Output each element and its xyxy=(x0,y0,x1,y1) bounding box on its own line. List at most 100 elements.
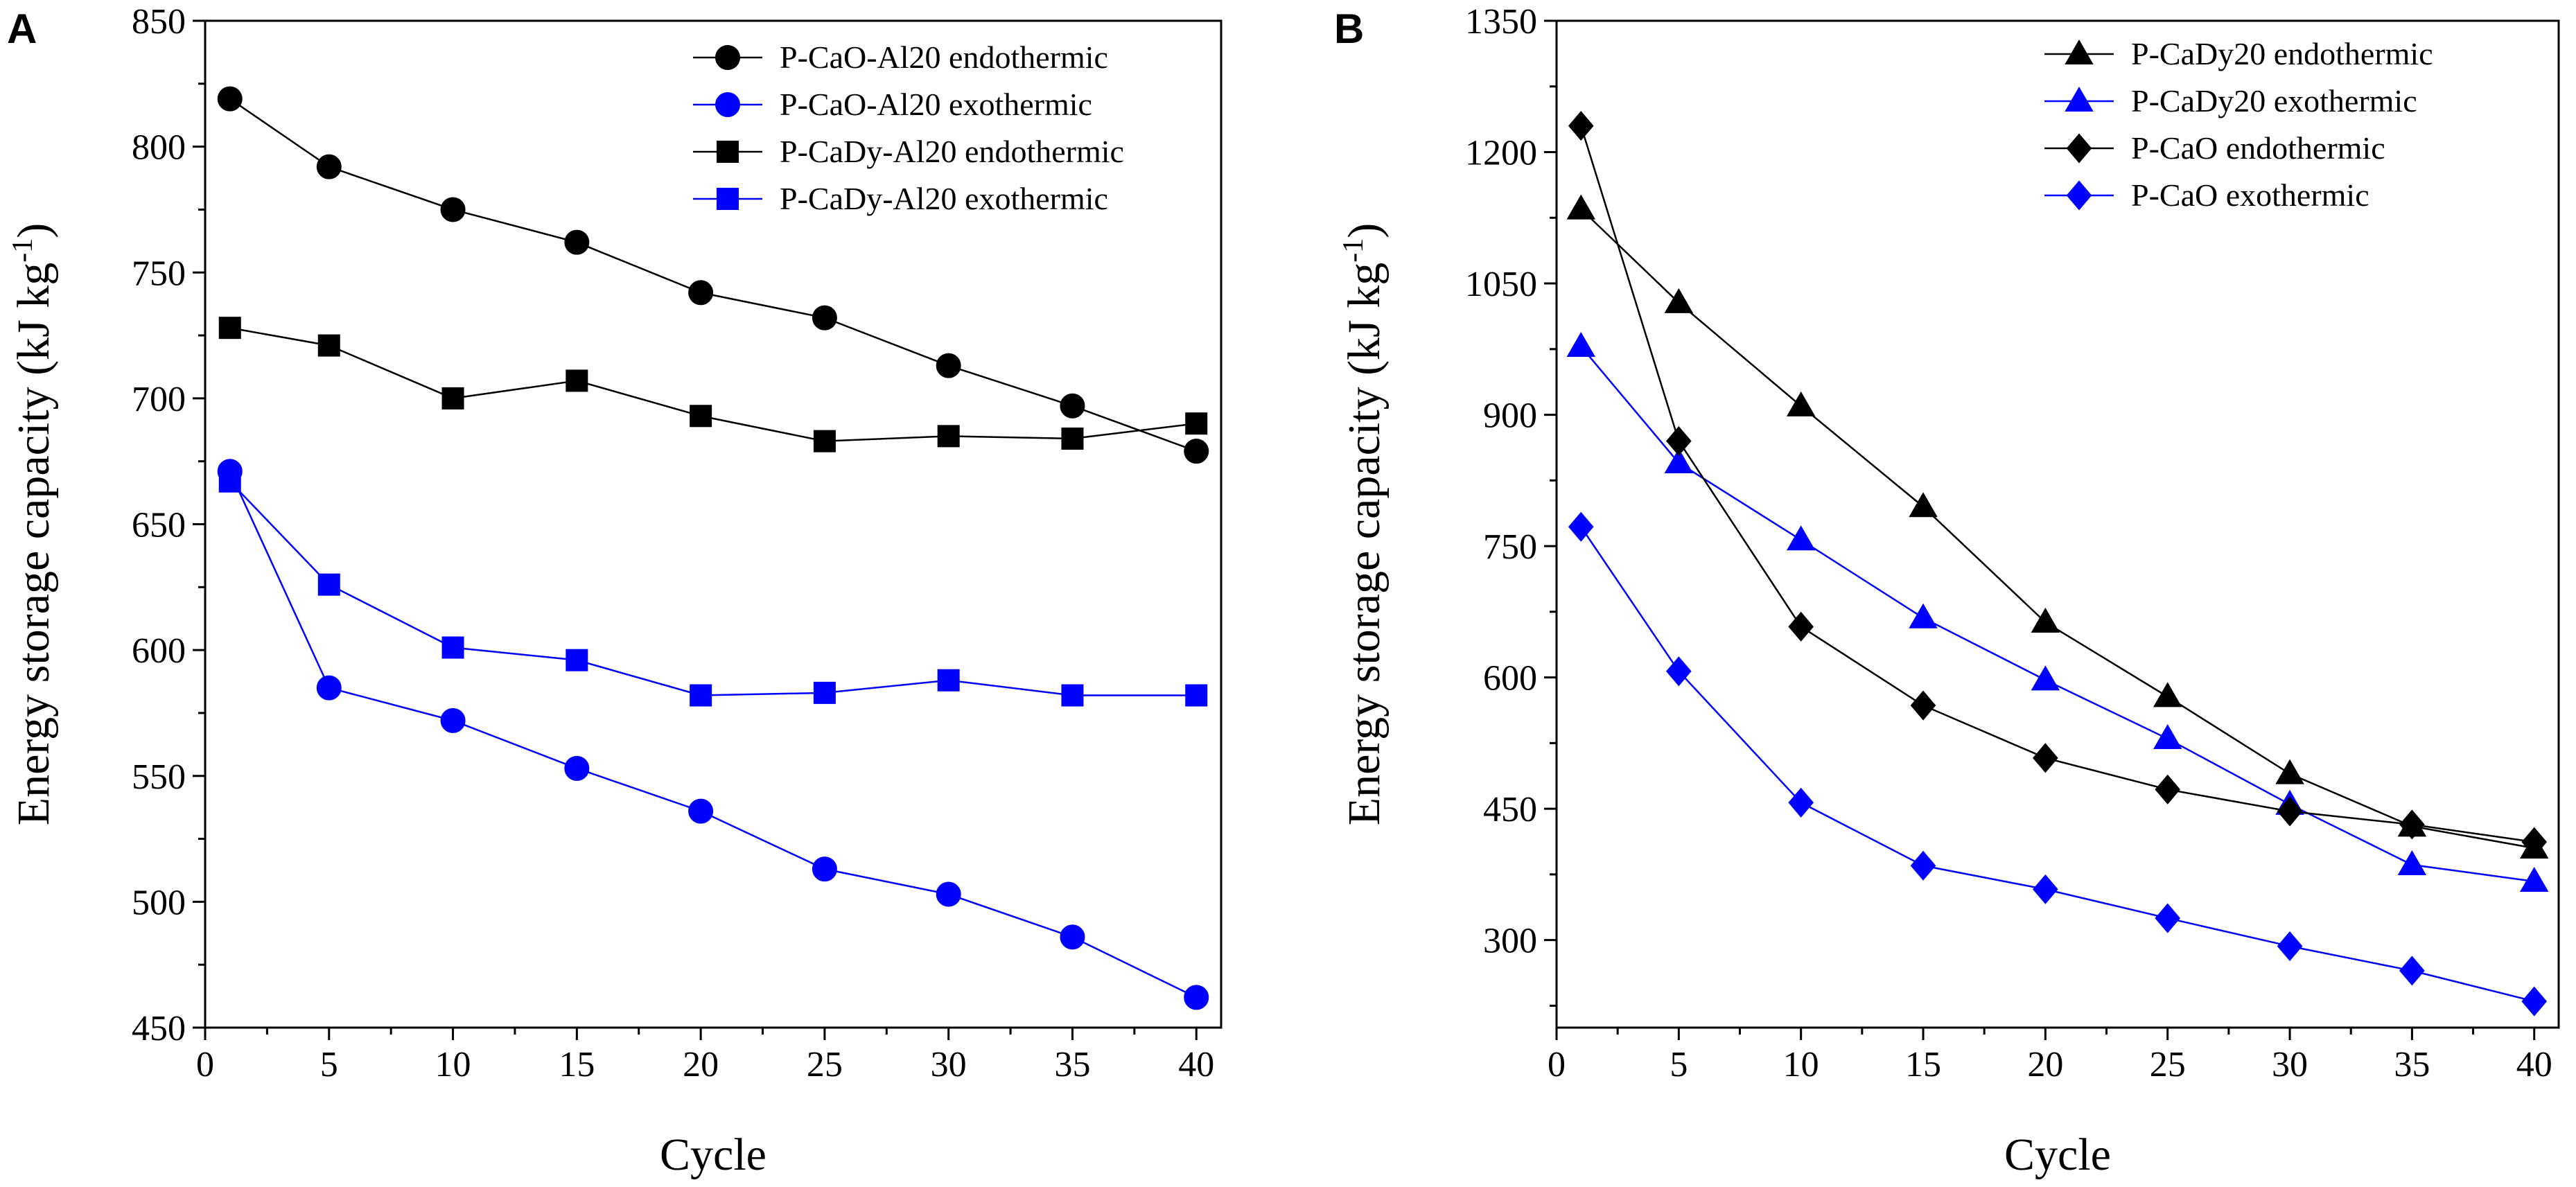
data-point xyxy=(1788,611,1814,642)
x-tick-label: 10 xyxy=(435,1045,471,1084)
y-tick-label: 600 xyxy=(132,631,186,671)
data-point xyxy=(812,305,837,331)
y-tick-label: 300 xyxy=(1483,922,1537,961)
legend-marker xyxy=(717,188,739,210)
data-point xyxy=(316,675,342,701)
data-point xyxy=(1566,332,1595,358)
data-point xyxy=(1786,525,1816,551)
y-tick-label: 850 xyxy=(132,2,186,42)
data-point xyxy=(2155,774,2181,804)
y-tick-label: 450 xyxy=(1483,790,1537,829)
legend-entry: P-CaO endothermic xyxy=(2044,130,2385,166)
x-tick-label: 20 xyxy=(2027,1045,2063,1084)
data-point xyxy=(2521,827,2548,857)
data-point xyxy=(688,280,714,306)
data-point xyxy=(1185,684,1208,707)
data-point xyxy=(1185,412,1208,435)
data-point xyxy=(566,369,588,392)
series-p-cao-al20-endothermic xyxy=(217,86,1209,464)
x-tick-label: 15 xyxy=(559,1045,595,1084)
legend-entry: P-CaO-Al20 exothermic xyxy=(693,87,1092,122)
legend-entry: P-CaDy20 exothermic xyxy=(2044,83,2417,118)
legend-entry: P-CaDy20 endothermic xyxy=(2044,36,2433,71)
x-tick-label: 25 xyxy=(2150,1045,2186,1084)
data-point xyxy=(441,387,464,410)
data-point xyxy=(217,86,243,112)
series-p-cao-endothermic xyxy=(1568,111,2548,857)
data-point xyxy=(441,636,464,659)
y-tick-label: 500 xyxy=(132,883,186,922)
legend-marker xyxy=(2065,39,2094,64)
data-point xyxy=(1664,448,1694,474)
x-tick-label: 10 xyxy=(1783,1045,1819,1084)
series-p-cady20-endothermic xyxy=(1566,194,2549,859)
y-tick-label: 700 xyxy=(132,380,186,419)
legend-marker xyxy=(2065,86,2094,112)
y-tick-label: 600 xyxy=(1483,659,1537,698)
series-line xyxy=(229,326,1197,442)
data-point xyxy=(1060,393,1085,419)
data-point xyxy=(566,649,588,671)
series-p-cady-al20-endothermic xyxy=(218,317,1208,452)
legend-marker xyxy=(715,45,740,70)
data-point xyxy=(1568,511,1594,542)
y-tick-label: 800 xyxy=(132,128,186,168)
data-point xyxy=(2031,665,2060,691)
data-point xyxy=(1666,425,1692,457)
legend-label: P-CaDy20 endothermic xyxy=(2131,36,2433,71)
x-tick-label: 35 xyxy=(1054,1045,1090,1084)
data-point xyxy=(2153,682,2182,707)
data-point xyxy=(688,798,714,824)
series-line xyxy=(229,480,1197,696)
data-point xyxy=(1184,439,1209,464)
data-point xyxy=(218,317,241,340)
data-point xyxy=(440,707,466,733)
legend-entry: P-CaDy-Al20 endothermic xyxy=(693,134,1124,169)
data-point xyxy=(690,684,712,707)
legend-entry: P-CaDy-Al20 exothermic xyxy=(693,181,1108,216)
data-point xyxy=(1061,684,1084,707)
x-tick-label: 35 xyxy=(2394,1045,2430,1084)
x-tick-label: 15 xyxy=(1905,1045,1941,1084)
data-point xyxy=(937,425,960,448)
data-point xyxy=(1666,656,1692,687)
legend-marker xyxy=(715,92,740,117)
legend-label: P-CaO endothermic xyxy=(2131,130,2385,166)
series-line xyxy=(1580,125,2534,843)
legend-label: P-CaO-Al20 exothermic xyxy=(780,87,1092,122)
y-tick-label: 1350 xyxy=(1465,2,1537,42)
x-tick-label: 20 xyxy=(683,1045,719,1084)
data-point xyxy=(440,197,466,222)
legend-label: P-CaDy-Al20 endothermic xyxy=(780,134,1124,169)
data-point xyxy=(2155,903,2181,933)
data-point xyxy=(1060,924,1085,950)
legend-label: P-CaO-Al20 endothermic xyxy=(780,39,1108,75)
data-point xyxy=(2033,874,2058,904)
data-point xyxy=(690,405,712,428)
x-tick-label: 30 xyxy=(931,1045,967,1084)
data-point xyxy=(812,856,837,882)
data-point xyxy=(813,681,836,704)
series-line xyxy=(1580,346,2534,883)
data-point xyxy=(564,755,590,781)
series-p-cao-al20-exothermic xyxy=(217,459,1209,1010)
y-axis-title: Energy storage capacity (kJ kg-1) xyxy=(1338,223,1390,825)
data-point xyxy=(2275,759,2304,784)
x-tick-label: 40 xyxy=(2516,1045,2552,1084)
x-axis-title: Cycle xyxy=(2004,1129,2111,1180)
data-point xyxy=(1566,194,1595,220)
data-point xyxy=(1786,391,1816,416)
x-tick-label: 5 xyxy=(320,1045,338,1084)
data-point xyxy=(2153,724,2182,750)
data-point xyxy=(1184,985,1209,1010)
data-point xyxy=(1909,492,1938,518)
legend-marker xyxy=(2066,180,2092,211)
series-line xyxy=(229,471,1197,999)
data-point xyxy=(317,334,340,357)
y-axis-title: Energy storage capacity (kJ kg-1) xyxy=(7,223,59,825)
y-tick-label: 1200 xyxy=(1465,134,1537,173)
data-point xyxy=(316,154,342,179)
data-point xyxy=(936,353,961,378)
legend-entry: P-CaO exothermic xyxy=(2044,177,2369,213)
